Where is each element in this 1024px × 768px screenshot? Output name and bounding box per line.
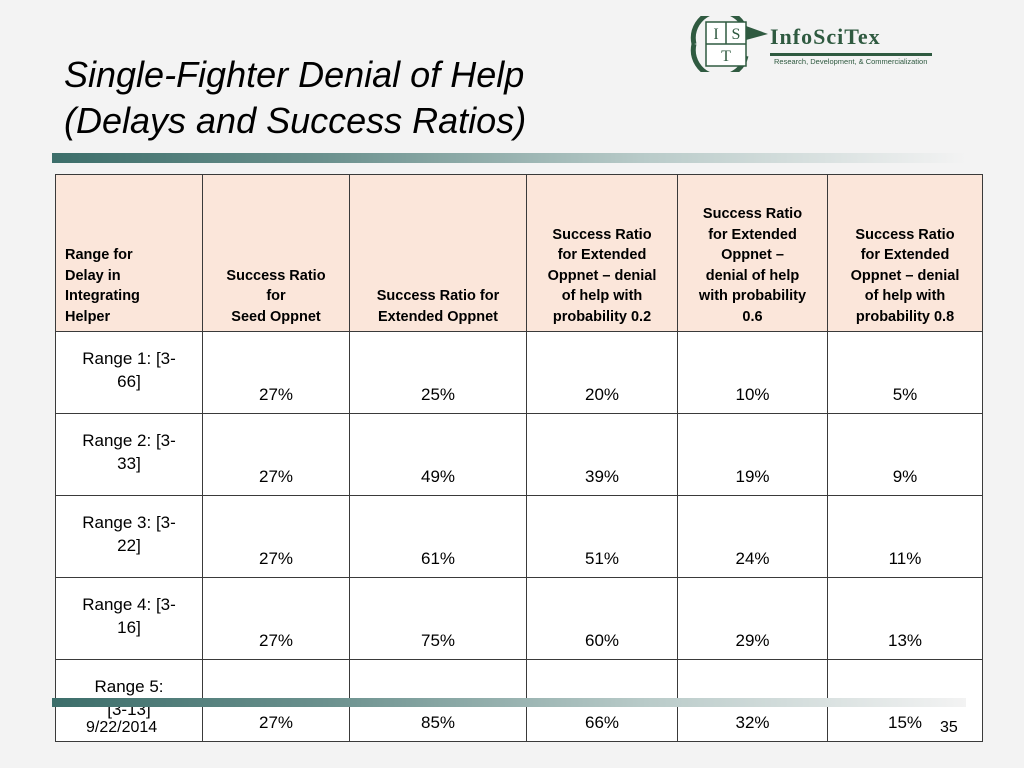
infoscitex-logo: I S T InfoSciTex Research, Development, … (688, 16, 938, 72)
cell-seed: 27% (202, 577, 350, 660)
cell-denial-0-2: 60% (526, 577, 678, 660)
cell-seed: 27% (202, 331, 350, 414)
table-row: Range 2: [3- 33] 27% 49% 39% 19% 9% (55, 413, 983, 496)
cell-denial-0-2: 51% (526, 495, 678, 578)
table-row: Range 4: [3- 16] 27% 75% 60% 29% 13% (55, 577, 983, 660)
cell-denial-0-6: 24% (677, 495, 828, 578)
slide-title-line-2: (Delays and Success Ratios) (64, 100, 527, 141)
header-denial-0-2: Success Ratio for Extended Oppnet – deni… (526, 174, 678, 332)
cell-denial-0-2: 39% (526, 413, 678, 496)
header-seed-oppnet: Success Ratio for Seed Oppnet (202, 174, 350, 332)
cell-range: Range 3: [3- 22] (55, 495, 203, 578)
cell-denial-0-6: 19% (677, 413, 828, 496)
cell-range: Range 1: [3- 66] (55, 331, 203, 414)
header-range-delay: Range for Delay in Integrating Helper (55, 174, 203, 332)
title-divider-bar (52, 153, 966, 163)
logo-rule (770, 53, 932, 56)
table-row: Range 3: [3- 22] 27% 61% 51% 24% 11% (55, 495, 983, 578)
cell-extended: 25% (349, 331, 527, 414)
cell-denial-0-8: 9% (827, 413, 983, 496)
logo-letter-i: I (713, 26, 718, 43)
header-denial-0-8: Success Ratio for Extended Oppnet – deni… (827, 174, 983, 332)
cell-extended: 49% (349, 413, 527, 496)
cell-seed: 27% (202, 495, 350, 578)
cell-extended: 61% (349, 495, 527, 578)
cell-denial-0-6: 10% (677, 331, 828, 414)
cell-denial-0-8: 11% (827, 495, 983, 578)
cell-extended: 75% (349, 577, 527, 660)
success-ratio-table: Range for Delay in Integrating Helper Su… (55, 174, 983, 742)
cell-range: Range 2: [3- 33] (55, 413, 203, 496)
slide-title-line-1: Single-Fighter Denial of Help (64, 54, 525, 95)
cell-denial-0-6: 29% (677, 577, 828, 660)
cell-denial-0-8: 13% (827, 577, 983, 660)
logo-tagline: Research, Development, & Commercializati… (774, 57, 928, 66)
header-extended-oppnet: Success Ratio for Extended Oppnet (349, 174, 527, 332)
cell-seed: 27% (202, 413, 350, 496)
slide-number: 35 (940, 719, 958, 736)
footer-divider-bar (52, 698, 966, 707)
slide-title: Single-Fighter Denial of Help (Delays an… (64, 52, 684, 144)
cell-denial-0-8: 5% (827, 331, 983, 414)
table-header-row: Range for Delay in Integrating Helper Su… (55, 174, 983, 332)
table-row: Range 1: [3- 66] 27% 25% 20% 10% 5% (55, 331, 983, 414)
cell-range: Range 4: [3- 16] (55, 577, 203, 660)
footer-date: 9/22/2014 (86, 719, 158, 736)
logo-mark-icon: I S T (690, 16, 768, 72)
logo-name: InfoSciTex (770, 24, 881, 49)
cell-denial-0-2: 20% (526, 331, 678, 414)
logo-letter-s: S (732, 26, 741, 43)
header-denial-0-6: Success Ratio for Extended Oppnet – deni… (677, 174, 828, 332)
logo-letter-t: T (721, 48, 731, 65)
